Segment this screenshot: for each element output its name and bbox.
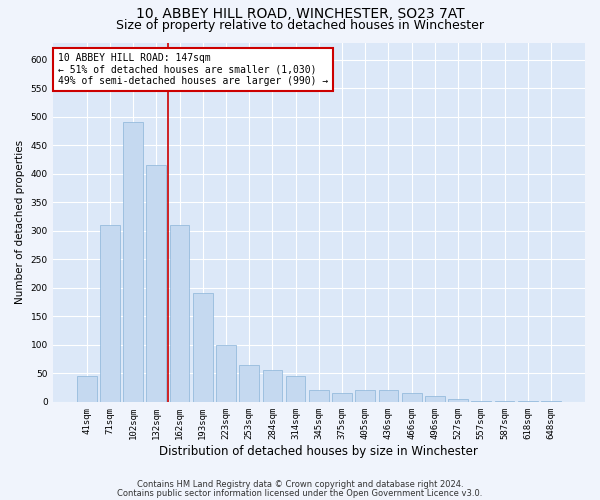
Bar	[77, 376, 97, 402]
Bar	[541, 400, 561, 402]
Text: 10 ABBEY HILL ROAD: 147sqm
← 51% of detached houses are smaller (1,030)
49% of s: 10 ABBEY HILL ROAD: 147sqm ← 51% of deta…	[58, 54, 328, 86]
Bar	[170, 225, 190, 402]
Text: 10, ABBEY HILL ROAD, WINCHESTER, SO23 7AT: 10, ABBEY HILL ROAD, WINCHESTER, SO23 7A…	[136, 8, 464, 22]
Text: Contains public sector information licensed under the Open Government Licence v3: Contains public sector information licen…	[118, 488, 482, 498]
Bar	[239, 365, 259, 402]
Y-axis label: Number of detached properties: Number of detached properties	[15, 140, 25, 304]
X-axis label: Distribution of detached houses by size in Winchester: Distribution of detached houses by size …	[160, 444, 478, 458]
Bar	[332, 394, 352, 402]
Bar	[216, 345, 236, 402]
Bar	[100, 225, 120, 402]
Text: Size of property relative to detached houses in Winchester: Size of property relative to detached ho…	[116, 19, 484, 32]
Bar	[123, 122, 143, 402]
Bar	[309, 390, 329, 402]
Bar	[518, 400, 538, 402]
Bar	[355, 390, 375, 402]
Bar	[193, 294, 212, 402]
Bar	[146, 165, 166, 402]
Bar	[448, 399, 468, 402]
Bar	[263, 370, 282, 402]
Text: Contains HM Land Registry data © Crown copyright and database right 2024.: Contains HM Land Registry data © Crown c…	[137, 480, 463, 489]
Bar	[494, 400, 514, 402]
Bar	[402, 394, 422, 402]
Bar	[379, 390, 398, 402]
Bar	[425, 396, 445, 402]
Bar	[286, 376, 305, 402]
